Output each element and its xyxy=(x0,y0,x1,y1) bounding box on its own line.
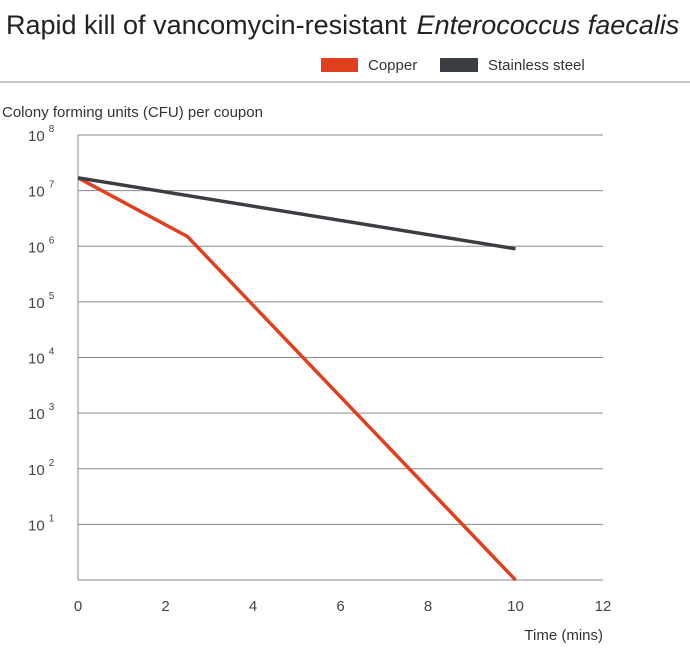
gridlines xyxy=(78,134,603,525)
x-axis-label: Time (mins) xyxy=(524,627,603,644)
legend-label-copper: Copper xyxy=(368,57,417,74)
legend-swatch-stainless-steel xyxy=(440,58,478,72)
y-tick-label: 10 4 xyxy=(28,347,55,368)
legend: Copper Stainless steel xyxy=(321,57,585,74)
legend-label-stainless-steel: Stainless steel xyxy=(488,57,585,74)
series-lines xyxy=(77,176,517,582)
y-tick-label: 10 2 xyxy=(28,458,55,479)
legend-item-copper: Copper xyxy=(321,57,417,74)
y-tick-label: 10 8 xyxy=(28,124,55,145)
x-tick-labels: 0 2 4 6 8 10 12 xyxy=(74,598,612,615)
y-tick-label: 10 1 xyxy=(28,513,55,534)
series-line-copper xyxy=(77,176,517,582)
y-tick-label: 10 6 xyxy=(28,235,55,256)
x-tick-label: 2 xyxy=(161,598,169,615)
y-tick-label: 10 5 xyxy=(28,291,55,312)
y-tick-label: 10 7 xyxy=(28,180,55,201)
chart-title: Rapid kill of vancomycin-resistant Entero… xyxy=(6,10,679,40)
legend-item-stainless-steel: Stainless steel xyxy=(440,57,585,74)
y-tick-label: 10 3 xyxy=(28,402,55,423)
x-tick-label: 6 xyxy=(336,598,344,615)
x-tick-label: 12 xyxy=(595,598,612,615)
x-tick-label: 4 xyxy=(249,598,257,615)
y-axis-label: Colony forming units (CFU) per coupon xyxy=(2,104,263,121)
legend-swatch-copper xyxy=(321,58,358,72)
x-tick-label: 0 xyxy=(74,598,82,615)
x-tick-label: 8 xyxy=(424,598,432,615)
x-tick-label: 10 xyxy=(507,598,524,615)
series-line-stainless-steel xyxy=(77,176,516,251)
